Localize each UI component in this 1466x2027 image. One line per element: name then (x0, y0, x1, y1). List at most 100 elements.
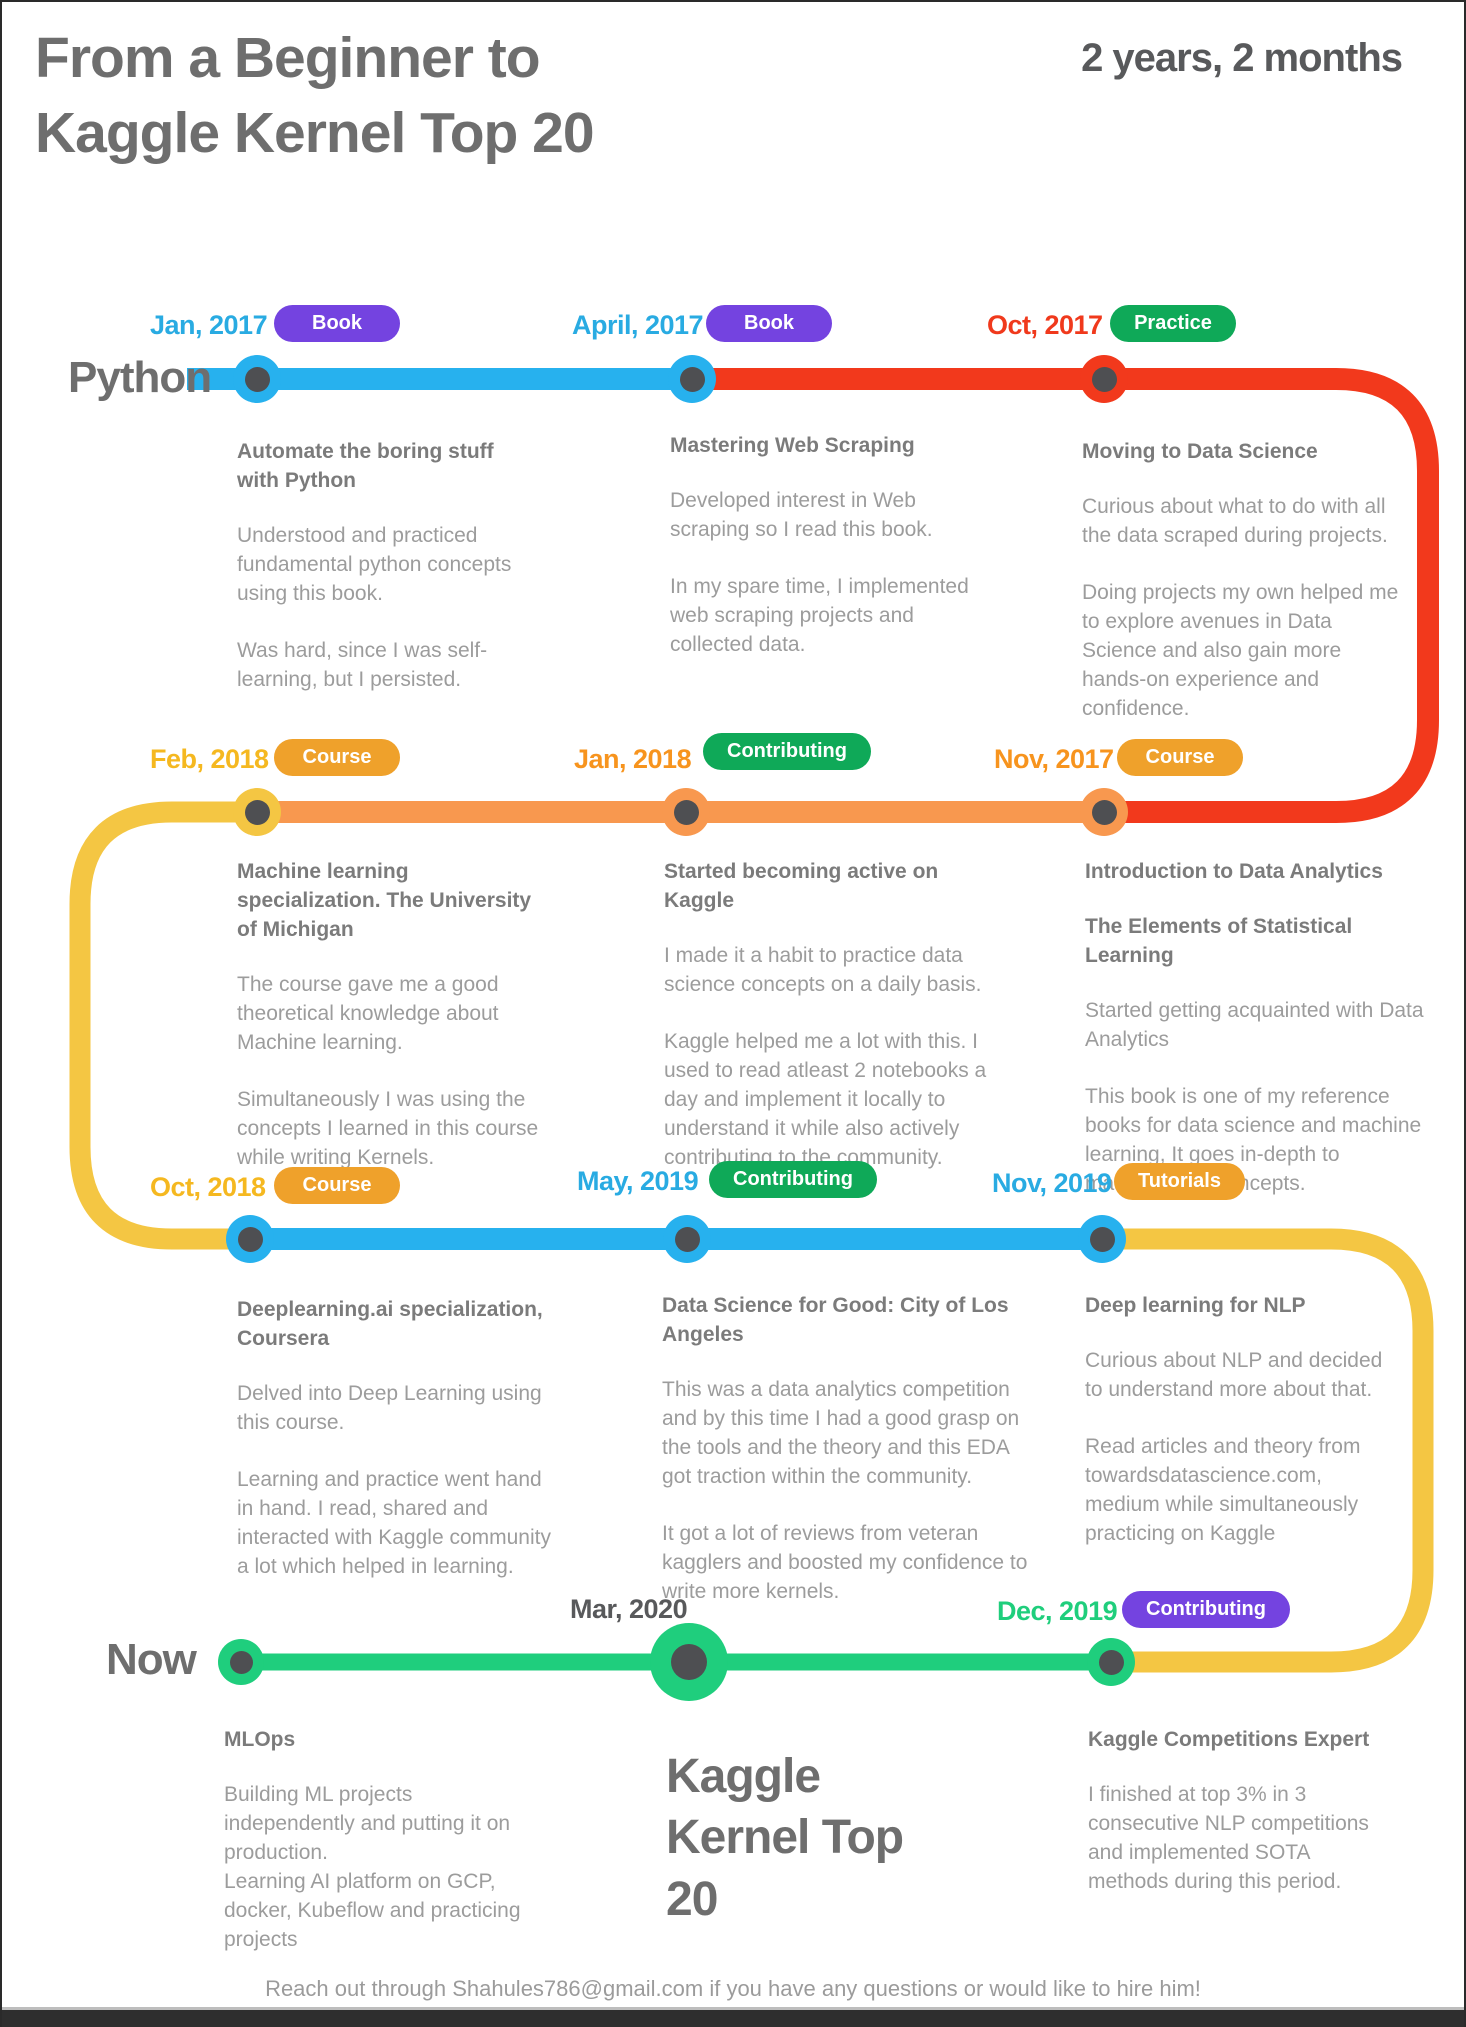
dot-core (237, 1226, 263, 1252)
event-date-jan2018: Jan, 2018 (574, 744, 692, 774)
event-title: Deep learning for NLP (1085, 1294, 1306, 1317)
event-text-oct2018: Deeplearning.ai specialization, Coursera… (237, 1296, 557, 1610)
event-date-jan2017: Jan, 2017 (150, 310, 268, 340)
event-text-oct2017: Moving to Data Science Curious about wha… (1082, 438, 1402, 752)
event-date-feb2018: Feb, 2018 (150, 744, 269, 774)
timeline-dot-feb2018 (233, 788, 281, 836)
event-paragraph: Learning and practice went hand in hand.… (237, 1467, 551, 1578)
event-paragraph: Developed interest in Web scraping so I … (670, 488, 933, 541)
event-paragraph: I finished at top 3% in 3 consecutive NL… (1088, 1782, 1369, 1893)
event-badge-apr2017: Book (706, 305, 832, 342)
timeline-dot-dec2019 (1087, 1638, 1135, 1686)
event-paragraph: In my spare time, I implemented web scra… (670, 574, 969, 656)
event-text-jan2017: Automate the boring stuff with Python Un… (237, 438, 537, 723)
timeline-dot-oct2017 (1080, 355, 1128, 403)
contact-footer: Reach out through Shahules786@gmail.com … (265, 1976, 1201, 2001)
event-paragraph: This was a data analytics competition an… (662, 1377, 1020, 1488)
segment-left-yellow-curve (69, 801, 260, 1250)
timeline-dot-apr2017 (668, 355, 716, 403)
event-badge-nov2017: Course (1117, 739, 1243, 776)
event-paragraph: I made it a habit to practice data scien… (664, 943, 982, 996)
event-text-apr2017: Mastering Web Scraping Developed interes… (670, 432, 990, 688)
event-text-jan2018: Started becoming active on Kaggle I made… (664, 858, 999, 1201)
event-text-nov2019: Deep learning for NLP Curious about NLP … (1085, 1292, 1395, 1577)
event-title: Moving to Data Science (1082, 440, 1318, 463)
event-title: Introduction to Data Analytics (1085, 860, 1383, 883)
event-title: Mastering Web Scraping (670, 434, 915, 457)
event-text-feb2018: Machine learning specialization. The Uni… (237, 858, 547, 1201)
event-date-nov2017: Nov, 2017 (994, 744, 1114, 774)
event-title: Kaggle Competitions Expert (1088, 1728, 1370, 1751)
event-paragraph: Understood and practiced fundamental pyt… (237, 523, 512, 605)
page-title-line2: Kaggle Kernel Top 20 (35, 101, 595, 165)
dot-core (671, 1644, 707, 1680)
event-paragraph: Learning AI platform on GCP, docker, Kub… (224, 1869, 521, 1951)
event-date-oct2017: Oct, 2017 (987, 310, 1103, 340)
event-title: MLOps (224, 1728, 296, 1751)
timeline-dot-may2019 (663, 1215, 711, 1263)
dot-core (244, 366, 270, 392)
dot-core (1091, 366, 1117, 392)
timeline-dot-nov2017 (1080, 788, 1128, 836)
dot-core (679, 366, 705, 392)
event-badge-oct2018: Course (274, 1167, 400, 1204)
event-paragraph: Curious about NLP and decided to underst… (1085, 1348, 1383, 1401)
dot-core (1089, 1226, 1115, 1252)
event-paragraph: Was hard, since I was self-learning, but… (237, 638, 488, 691)
timeline-dot-jan2018 (662, 788, 710, 836)
event-title: Machine learning specialization. The Uni… (237, 860, 532, 941)
event-date-oct2018: Oct, 2018 (150, 1172, 266, 1202)
event-date-apr2017: April, 2017 (572, 310, 704, 340)
event-text-dec2019: Kaggle Competitions Expert I finished at… (1088, 1726, 1388, 1925)
row-label-now: Now (106, 1635, 197, 1684)
event-paragraph: Doing projects my own helped me to explo… (1082, 580, 1399, 720)
event-paragraph: Started getting acquainted with Data Ana… (1085, 998, 1424, 1051)
event-badge-oct2017: Practice (1110, 305, 1236, 342)
event-badge-nov2019: Tutorials (1114, 1163, 1245, 1200)
page-title-line1: From a Beginner to (35, 26, 541, 90)
event-paragraph: Delved into Deep Learning using this cou… (237, 1381, 542, 1434)
timeline-dot-now (218, 1639, 264, 1685)
event-title: Automate the boring stuff with Python (237, 440, 494, 492)
event-text-nov2017: Introduction to Data Analytics The Eleme… (1085, 858, 1437, 1227)
dot-core (673, 799, 699, 825)
event-text-now-mlops: MLOps Building ML projects independently… (224, 1726, 524, 1955)
event-paragraph: Curious about what to do with all the da… (1082, 494, 1388, 547)
event-paragraph: Read articles and theory from towardsdat… (1085, 1434, 1361, 1545)
event-badge-jan2018: Contributing (703, 733, 871, 770)
timeline-dot-oct2018 (226, 1215, 274, 1263)
event-title-2: The Elements of Statistical Learning (1085, 914, 1353, 967)
event-date-may2019: May, 2019 (577, 1166, 699, 1196)
event-paragraph: The course gave me a good theoretical kn… (237, 972, 499, 1054)
row-label-python: Python (68, 353, 212, 402)
timeline-dot-jan2017 (233, 355, 281, 403)
event-badge-jan2017: Book (274, 305, 400, 342)
event-badge-dec2019: Contributing (1122, 1591, 1290, 1628)
event-paragraph: It got a lot of reviews from veteran kag… (662, 1521, 1028, 1603)
timeline-dot-nov2019 (1078, 1215, 1126, 1263)
event-badge-feb2018: Course (274, 739, 400, 776)
event-paragraph: Building ML projects independently and p… (224, 1782, 511, 1864)
event-title: Data Science for Good: City of Los Angel… (662, 1294, 1009, 1346)
timeline-dot-mar2020 (650, 1623, 728, 1701)
event-title: Started becoming active on Kaggle (664, 860, 939, 912)
event-date-nov2019: Nov, 2019 (992, 1168, 1112, 1198)
event-paragraph: Simultaneously I was using the concepts … (237, 1087, 539, 1169)
duration-label: 2 years, 2 months (1081, 36, 1403, 80)
dot-core (1098, 1649, 1124, 1675)
event-text-may2019: Data Science for Good: City of Los Angel… (662, 1292, 1037, 1635)
bottom-bar (2, 2007, 1464, 2027)
segment-right-yellow-curve (1102, 1228, 1434, 1673)
milestone-kaggle-kernel-top-20: Kaggle Kernel Top 20 (666, 1750, 904, 1926)
segment-row1-red-curve (692, 368, 1439, 823)
event-date-mar2020: Mar, 2020 (570, 1594, 688, 1624)
dot-core (674, 1226, 700, 1252)
dot-core (1091, 799, 1117, 825)
dot-core (229, 1650, 253, 1674)
event-title: Deeplearning.ai specialization, Coursera (237, 1298, 543, 1350)
event-paragraph: Kaggle helped me a lot with this. I used… (664, 1029, 987, 1169)
event-paragraph: This book is one of my reference books f… (1085, 1084, 1422, 1195)
event-badge-may2019: Contributing (709, 1161, 877, 1198)
event-date-dec2019: Dec, 2019 (997, 1596, 1118, 1626)
